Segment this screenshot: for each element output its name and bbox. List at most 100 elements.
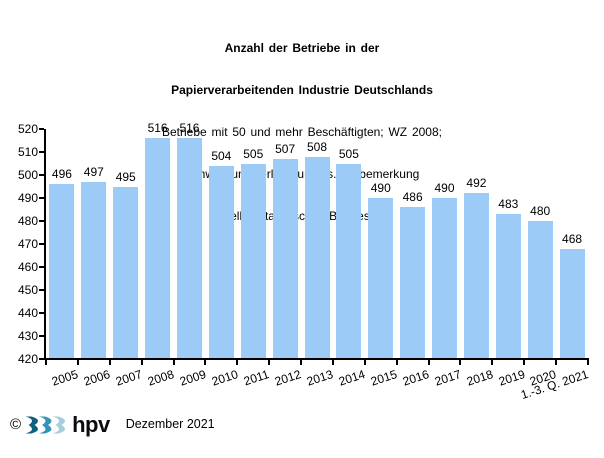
bar [495, 214, 521, 358]
x-axis-tick [427, 360, 430, 365]
bar [463, 193, 489, 358]
x-axis-label: 2016 [400, 367, 431, 389]
footer: © hpv Dezember 2021 [10, 414, 215, 436]
bar [81, 181, 107, 358]
footer-date: Dezember 2021 [125, 417, 215, 431]
bar [368, 198, 394, 358]
x-axis-tick [459, 360, 462, 365]
x-axis-label: 2007 [114, 367, 144, 389]
y-axis-tick [39, 243, 44, 245]
y-axis-tick [39, 220, 44, 222]
x-axis-label: 2010 [209, 367, 240, 389]
chart-title-line2: Papierverarbeitenden Industrie Deutschla… [171, 83, 433, 97]
bar [176, 138, 202, 358]
bar-value-label: 490 [434, 181, 455, 195]
x-axis-label: 2012 [273, 367, 304, 389]
x-axis-label: 2005 [50, 367, 80, 389]
bar-value-label: 486 [402, 190, 423, 205]
x-axis-tick [268, 360, 271, 365]
x-axis-tick [108, 360, 111, 365]
y-axis-label: 520 [17, 122, 38, 136]
x-axis-label: 2006 [82, 367, 112, 389]
x-axis-label: 2011 [242, 367, 272, 389]
y-axis-label: 480 [17, 214, 38, 228]
y-axis-tick [39, 128, 44, 130]
x-axis-tick [395, 360, 398, 365]
x-axis-label: 2013 [305, 367, 336, 389]
bar [272, 158, 298, 358]
x-axis-tick [491, 360, 494, 365]
hpv-logo-text: hpv [72, 412, 110, 437]
x-axis-tick [555, 360, 558, 365]
x-axis-label: 2014 [337, 367, 367, 389]
x-axis-tick [363, 360, 366, 365]
y-axis-label: 440 [17, 306, 38, 320]
hpv-logo-icon [25, 416, 66, 434]
x-axis-tick [236, 360, 239, 365]
x-axis-tick [172, 360, 175, 365]
copyright-symbol: © [10, 416, 22, 433]
x-axis-tick [523, 360, 526, 365]
y-axis-tick [39, 151, 44, 153]
x-axis-label: 2008 [145, 367, 176, 389]
chart-subtitle-line1: Betriebe mit 50 und mehr Beschäftigten; … [162, 125, 442, 139]
bar-value-label: 504 [211, 148, 232, 163]
y-axis-label: 510 [17, 145, 38, 159]
y-axis-label: 470 [17, 237, 38, 251]
bar-value-label: 516 [147, 121, 168, 136]
bar-value-label: 505 [338, 146, 359, 161]
bar-value-label: 490 [370, 181, 391, 195]
y-axis-label: 460 [17, 260, 38, 274]
bar [400, 207, 426, 358]
x-axis-label: 2009 [177, 367, 208, 389]
y-axis-tick [39, 335, 44, 337]
y-axis-tick [39, 197, 44, 199]
y-axis-label: 420 [17, 352, 38, 366]
bar [240, 163, 266, 358]
bar-value-label: 495 [115, 169, 136, 184]
x-axis-tick [76, 360, 79, 365]
y-axis-label: 490 [17, 191, 38, 205]
bar-value-label: 497 [83, 164, 104, 179]
bar-value-label: 496 [51, 167, 72, 182]
x-axis-label: 2017 [432, 367, 463, 389]
bar [208, 165, 234, 358]
x-axis-tick [140, 360, 143, 365]
bar [559, 248, 585, 358]
bar [49, 184, 75, 358]
y-axis-tick [39, 174, 44, 176]
x-axis-tick [331, 360, 334, 365]
bar-value-label: 492 [466, 176, 487, 191]
bar [113, 186, 139, 358]
x-axis-tick [587, 360, 589, 365]
x-axis-tick [204, 360, 207, 365]
bar-value-label: 516 [179, 121, 200, 136]
y-axis-line [44, 129, 46, 360]
y-axis-label: 450 [17, 283, 38, 297]
y-axis-label: 500 [17, 168, 38, 182]
x-axis-label: 2019 [496, 367, 527, 389]
x-axis-tick [45, 360, 47, 365]
bar-value-label: 483 [498, 197, 519, 212]
chart-title-line1: Anzahl der Betriebe in der [224, 41, 380, 55]
y-axis-tick [39, 312, 44, 314]
bar-value-label: 480 [530, 204, 551, 218]
bar [432, 198, 458, 358]
x-axis-label: 2015 [369, 367, 399, 389]
y-axis-tick [39, 358, 44, 360]
bar-value-label: 508 [306, 139, 328, 154]
bar [145, 138, 171, 358]
y-axis-tick [39, 266, 44, 268]
bar [527, 221, 553, 358]
bar-value-label: 505 [243, 146, 264, 161]
y-axis-label: 430 [17, 329, 38, 343]
bar-value-label: 507 [275, 141, 296, 156]
x-axis-label: 2018 [464, 367, 495, 389]
bar [304, 156, 330, 358]
x-axis-tick [300, 360, 303, 365]
bar-value-label: 468 [562, 231, 583, 246]
y-axis-tick [39, 289, 44, 291]
bar [336, 163, 362, 358]
